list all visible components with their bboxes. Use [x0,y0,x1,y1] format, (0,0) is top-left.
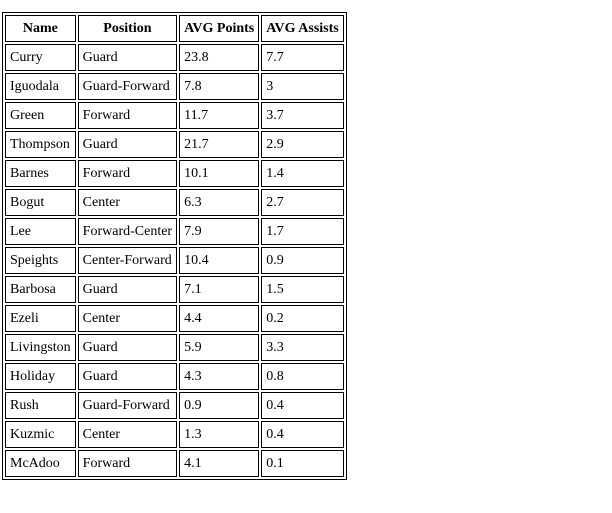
cell-avg-assists: 1.7 [261,218,344,245]
cell-avg-points: 0.9 [179,392,260,419]
cell-position: Guard-Forward [77,73,178,100]
cell-name: Ezeli [5,305,76,332]
cell-avg-points: 11.7 [179,102,260,129]
cell-avg-points: 23.8 [179,44,260,71]
cell-position: Center [77,305,178,332]
cell-avg-points: 10.1 [179,160,260,187]
cell-avg-assists: 2.7 [261,189,344,216]
cell-avg-assists: 7.7 [261,44,344,71]
cell-position: Guard [77,276,178,303]
cell-avg-assists: 0.9 [261,247,344,274]
table-header: Name Position AVG Points AVG Assists [5,15,344,42]
cell-name: Thompson [5,131,76,158]
cell-avg-assists: 0.4 [261,421,344,448]
table-row: Ezeli Center 4.4 0.2 [5,305,344,332]
cell-avg-points: 4.4 [179,305,260,332]
cell-position: Guard [77,363,178,390]
header-avg-assists: AVG Assists [261,15,344,42]
table-row: Iguodala Guard-Forward 7.8 3 [5,73,344,100]
cell-position: Center-Forward [77,247,178,274]
cell-position: Forward [77,160,178,187]
table-row: Barnes Forward 10.1 1.4 [5,160,344,187]
cell-avg-assists: 3.7 [261,102,344,129]
cell-avg-points: 5.9 [179,334,260,361]
header-row: Name Position AVG Points AVG Assists [5,15,344,42]
cell-avg-points: 7.9 [179,218,260,245]
cell-avg-assists: 0.8 [261,363,344,390]
cell-name: Green [5,102,76,129]
cell-avg-assists: 2.9 [261,131,344,158]
cell-position: Center [77,189,178,216]
cell-avg-points: 7.8 [179,73,260,100]
cell-name: Holiday [5,363,76,390]
table-row: Curry Guard 23.8 7.7 [5,44,344,71]
table-row: Barbosa Guard 7.1 1.5 [5,276,344,303]
cell-avg-points: 1.3 [179,421,260,448]
table-row: Holiday Guard 4.3 0.8 [5,363,344,390]
cell-position: Forward [77,450,178,477]
cell-avg-points: 10.4 [179,247,260,274]
cell-avg-points: 6.3 [179,189,260,216]
cell-position: Forward [77,102,178,129]
cell-name: Barbosa [5,276,76,303]
header-position: Position [77,15,178,42]
table-row: Thompson Guard 21.7 2.9 [5,131,344,158]
table-row: Bogut Center 6.3 2.7 [5,189,344,216]
cell-position: Center [77,421,178,448]
player-stats-table: Name Position AVG Points AVG Assists Cur… [2,12,347,480]
table-row: Livingston Guard 5.9 3.3 [5,334,344,361]
cell-avg-points: 21.7 [179,131,260,158]
cell-avg-assists: 0.4 [261,392,344,419]
cell-avg-assists: 0.2 [261,305,344,332]
table-row: McAdoo Forward 4.1 0.1 [5,450,344,477]
header-avg-points: AVG Points [179,15,260,42]
cell-avg-assists: 3 [261,73,344,100]
cell-avg-assists: 1.4 [261,160,344,187]
header-name: Name [5,15,76,42]
table-row: Green Forward 11.7 3.7 [5,102,344,129]
cell-name: Iguodala [5,73,76,100]
table-row: Speights Center-Forward 10.4 0.9 [5,247,344,274]
table-row: Kuzmic Center 1.3 0.4 [5,421,344,448]
cell-name: Barnes [5,160,76,187]
cell-position: Guard-Forward [77,392,178,419]
table-row: Lee Forward-Center 7.9 1.7 [5,218,344,245]
cell-name: Curry [5,44,76,71]
cell-name: Bogut [5,189,76,216]
cell-name: McAdoo [5,450,76,477]
cell-avg-assists: 1.5 [261,276,344,303]
cell-name: Rush [5,392,76,419]
cell-name: Livingston [5,334,76,361]
cell-name: Speights [5,247,76,274]
cell-avg-assists: 0.1 [261,450,344,477]
table-body: Curry Guard 23.8 7.7 Iguodala Guard-Forward 7.… [5,44,344,477]
cell-avg-points: 4.3 [179,363,260,390]
cell-avg-points: 4.1 [179,450,260,477]
cell-name: Lee [5,218,76,245]
cell-avg-assists: 3.3 [261,334,344,361]
table-row: Rush Guard-Forward 0.9 0.4 [5,392,344,419]
cell-name: Kuzmic [5,421,76,448]
cell-position: Guard [77,131,178,158]
cell-position: Forward-Center [77,218,178,245]
cell-avg-points: 7.1 [179,276,260,303]
cell-position: Guard [77,334,178,361]
cell-position: Guard [77,44,178,71]
